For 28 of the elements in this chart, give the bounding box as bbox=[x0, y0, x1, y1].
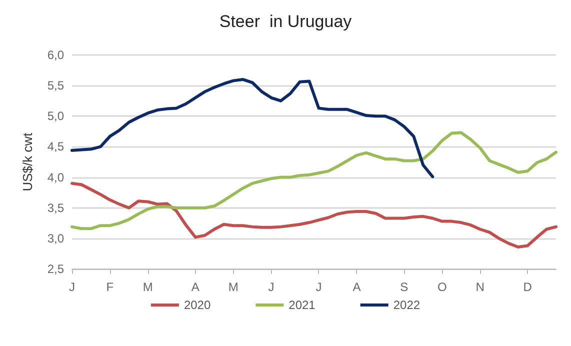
x-tick-label: D bbox=[523, 280, 532, 294]
legend-label: 2021 bbox=[288, 298, 316, 312]
x-tick-label: J bbox=[69, 280, 75, 294]
x-tick-label: S bbox=[400, 280, 408, 294]
legend-label: 2020 bbox=[184, 298, 211, 312]
x-tick-label: J bbox=[268, 280, 274, 294]
x-tick-label: A bbox=[352, 280, 361, 294]
x-tick-label: A bbox=[191, 280, 200, 294]
y-tick-label: 5,5 bbox=[47, 78, 64, 93]
y-tick-label: 4,0 bbox=[47, 170, 64, 184]
line-series bbox=[70, 182, 558, 248]
x-tick-label: M bbox=[228, 280, 238, 294]
x-tick-label: N bbox=[476, 280, 484, 294]
chart-title: Steer in Uruguay bbox=[219, 12, 352, 31]
x-tick-label: M bbox=[142, 280, 153, 294]
legend-label: 2022 bbox=[393, 298, 420, 312]
y-tick-label: 3,0 bbox=[47, 231, 64, 246]
y-tick-label: 2,5 bbox=[47, 262, 64, 276]
y-tick-label: 5,0 bbox=[47, 109, 64, 124]
x-tick-label: J bbox=[316, 280, 322, 294]
line-series bbox=[70, 78, 434, 178]
line-series bbox=[70, 131, 558, 230]
x-tick-label: O bbox=[437, 280, 447, 294]
y-tick-label: 4,5 bbox=[47, 140, 64, 154]
y-tick-label: 6,0 bbox=[47, 48, 64, 62]
y-tick-label: 3,5 bbox=[47, 200, 64, 215]
x-tick-label: F bbox=[106, 280, 114, 294]
y-axis-title: US$/k cwt bbox=[20, 132, 35, 192]
